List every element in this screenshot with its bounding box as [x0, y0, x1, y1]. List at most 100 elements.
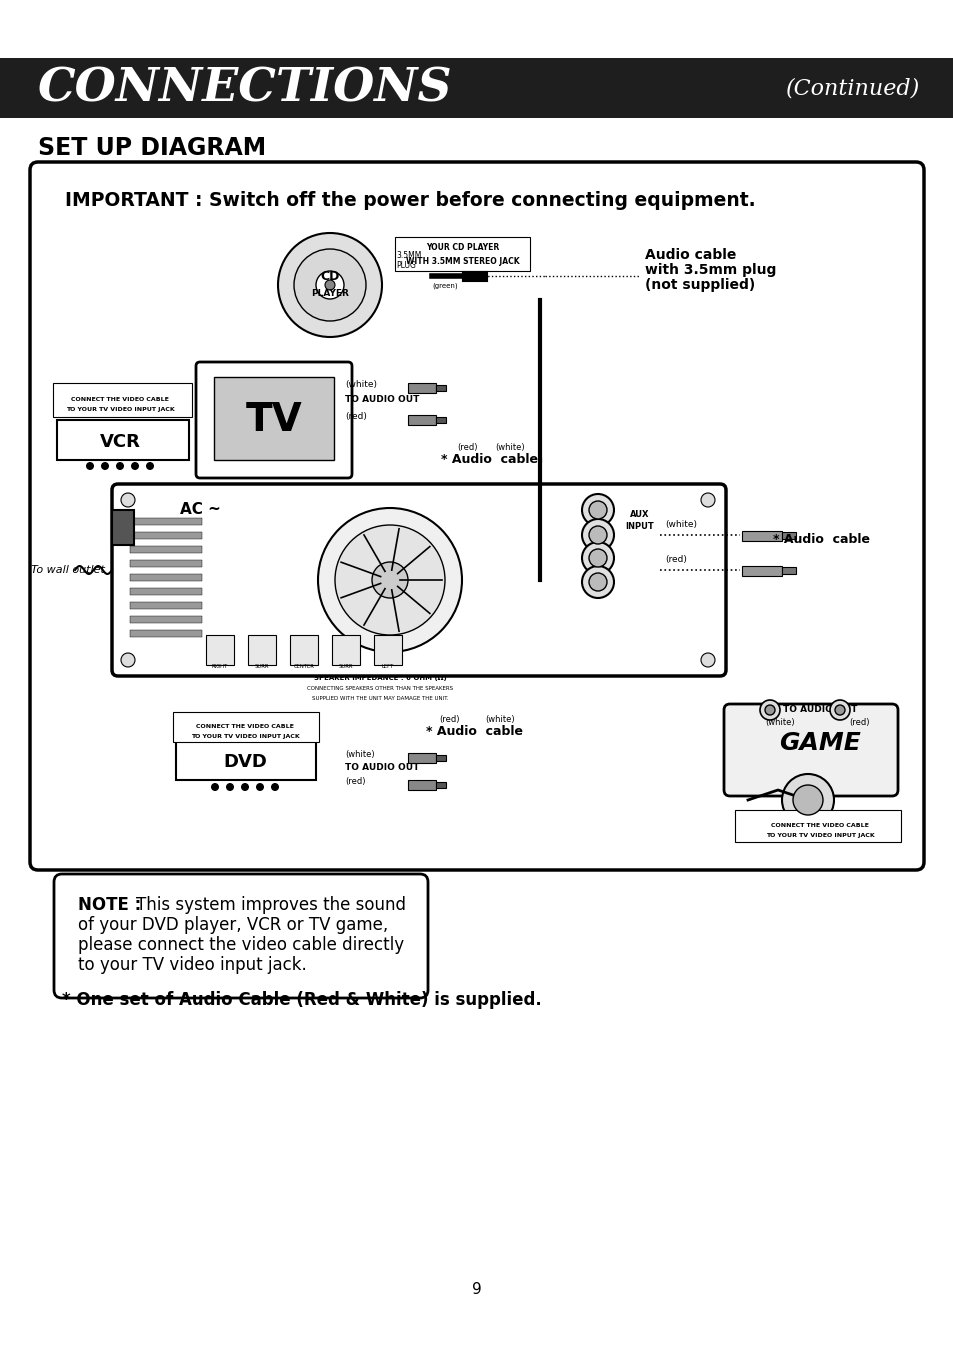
- Circle shape: [101, 462, 109, 470]
- Text: of your DVD player, VCR or TV game,: of your DVD player, VCR or TV game,: [78, 917, 388, 934]
- Text: CONNECTING SPEAKERS OTHER THAN THE SPEAKERS: CONNECTING SPEAKERS OTHER THAN THE SPEAK…: [307, 687, 453, 691]
- Bar: [130, 560, 202, 566]
- Text: 3.5MM: 3.5MM: [395, 250, 421, 260]
- Bar: [57, 420, 189, 460]
- Text: (white): (white): [345, 380, 376, 389]
- Text: (red): (red): [664, 556, 686, 565]
- Text: CONNECT THE VIDEO CABLE: CONNECT THE VIDEO CABLE: [770, 823, 868, 829]
- Text: SPEAKER IMPEDANCE : 6 OHM (Ω): SPEAKER IMPEDANCE : 6 OHM (Ω): [314, 675, 446, 681]
- Bar: [408, 780, 436, 790]
- Text: * Audio  cable: * Audio cable: [441, 453, 537, 466]
- Circle shape: [116, 462, 124, 470]
- Text: (white): (white): [345, 750, 375, 760]
- Text: NOTE :: NOTE :: [78, 896, 141, 914]
- Circle shape: [588, 526, 606, 544]
- Bar: [408, 753, 436, 763]
- Bar: [436, 754, 446, 761]
- Circle shape: [226, 783, 233, 791]
- Bar: [374, 635, 401, 665]
- Text: This system improves the sound: This system improves the sound: [136, 896, 406, 914]
- Text: (red): (red): [345, 412, 367, 422]
- Bar: [130, 630, 202, 637]
- Bar: [781, 566, 795, 575]
- Bar: [130, 546, 202, 553]
- Text: TV: TV: [245, 402, 302, 439]
- Text: YOUR CD PLAYER: YOUR CD PLAYER: [425, 242, 498, 251]
- Text: (red): (red): [345, 777, 365, 787]
- Text: (red): (red): [439, 715, 459, 725]
- Text: VCR: VCR: [99, 433, 140, 452]
- Text: AC ~: AC ~: [179, 503, 220, 518]
- FancyBboxPatch shape: [172, 713, 318, 742]
- FancyBboxPatch shape: [53, 383, 192, 416]
- Text: WITH 3.5MM STEREO JACK: WITH 3.5MM STEREO JACK: [405, 257, 518, 265]
- Text: TO YOUR TV VIDEO INPUT JACK: TO YOUR TV VIDEO INPUT JACK: [66, 407, 174, 412]
- Circle shape: [792, 786, 822, 815]
- Text: PLAYER: PLAYER: [311, 288, 349, 297]
- Text: LEFT: LEFT: [381, 664, 394, 669]
- Bar: [436, 416, 446, 423]
- Bar: [130, 518, 202, 525]
- Circle shape: [121, 493, 135, 507]
- Text: * Audio  cable: * Audio cable: [772, 534, 869, 546]
- Text: TO AUDIO OUT: TO AUDIO OUT: [782, 706, 857, 714]
- FancyBboxPatch shape: [54, 873, 428, 998]
- Text: 9: 9: [472, 1283, 481, 1298]
- Text: with 3.5mm plug: with 3.5mm plug: [644, 264, 776, 277]
- Circle shape: [294, 249, 366, 320]
- Text: RIGHT: RIGHT: [212, 664, 228, 669]
- Circle shape: [241, 783, 249, 791]
- Circle shape: [760, 700, 780, 721]
- Text: PLUG: PLUG: [395, 261, 416, 269]
- Bar: [290, 635, 317, 665]
- Circle shape: [121, 653, 135, 667]
- Text: TO AUDIO OUT: TO AUDIO OUT: [345, 764, 419, 772]
- Bar: [741, 531, 781, 541]
- Bar: [130, 588, 202, 595]
- Text: CD: CD: [320, 270, 339, 284]
- Text: SUPPLIED WITH THE UNIT MAY DAMAGE THE UNIT.: SUPPLIED WITH THE UNIT MAY DAMAGE THE UN…: [312, 696, 448, 702]
- Circle shape: [315, 270, 344, 299]
- Bar: [395, 237, 530, 270]
- Text: (white): (white): [664, 521, 697, 530]
- Circle shape: [781, 773, 833, 826]
- Text: GAME: GAME: [779, 731, 860, 754]
- Text: SET UP DIAGRAM: SET UP DIAGRAM: [38, 137, 266, 160]
- Text: (white): (white): [764, 718, 794, 727]
- Text: (red): (red): [849, 718, 869, 727]
- Circle shape: [86, 462, 94, 470]
- Text: Audio cable: Audio cable: [644, 247, 736, 262]
- Text: SURR: SURR: [254, 664, 269, 669]
- Text: (white): (white): [485, 715, 515, 725]
- Text: CENTER: CENTER: [294, 664, 314, 669]
- Text: please connect the video cable directly: please connect the video cable directly: [78, 936, 404, 955]
- Circle shape: [372, 562, 408, 598]
- Text: TO AUDIO OUT: TO AUDIO OUT: [345, 396, 419, 404]
- Circle shape: [146, 462, 153, 470]
- Bar: [0, 58, 953, 118]
- Circle shape: [277, 233, 381, 337]
- Text: * Audio  cable: * Audio cable: [426, 726, 523, 738]
- Text: (green): (green): [432, 283, 457, 289]
- Text: To wall outlet: To wall outlet: [31, 565, 105, 575]
- Text: (not supplied): (not supplied): [644, 279, 755, 292]
- Text: (red): (red): [457, 443, 477, 453]
- Text: SURR: SURR: [338, 664, 353, 669]
- Text: CONNECT THE VIDEO CABLE: CONNECT THE VIDEO CABLE: [71, 397, 169, 403]
- Circle shape: [700, 493, 714, 507]
- Text: (Continued): (Continued): [785, 77, 919, 99]
- Bar: [175, 740, 315, 780]
- Circle shape: [255, 783, 264, 791]
- FancyBboxPatch shape: [723, 704, 897, 796]
- Circle shape: [211, 783, 219, 791]
- Bar: [408, 383, 436, 393]
- Bar: [130, 617, 202, 623]
- Circle shape: [834, 704, 844, 715]
- Bar: [781, 531, 795, 539]
- Circle shape: [588, 573, 606, 591]
- Bar: [130, 531, 202, 539]
- Text: INPUT: INPUT: [625, 522, 654, 531]
- Text: to your TV video input jack.: to your TV video input jack.: [78, 956, 307, 973]
- Circle shape: [581, 542, 614, 575]
- Circle shape: [325, 280, 335, 289]
